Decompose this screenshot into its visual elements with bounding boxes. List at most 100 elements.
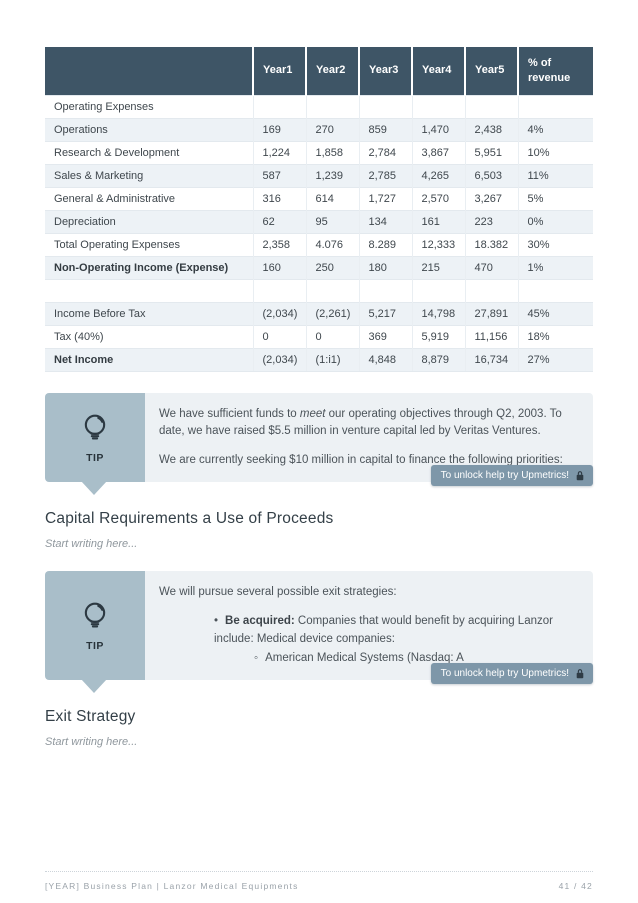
table-row: Total Operating Expenses 2,358 4.076 8.289 1… [45,232,593,256]
cell-value [464,278,518,302]
tip-box-exit: TIP We will pursue several possible exit… [45,570,593,694]
cell-value: 4,848 [358,347,412,372]
cell-value: 16,734 [464,347,518,372]
tip-panel: TIP [45,392,145,482]
cell-value: 0 [252,324,306,348]
tip-panel: TIP [45,570,145,681]
cell-value: 8.289 [358,232,412,256]
cell-value [411,278,465,302]
cell-value: 62 [252,209,306,233]
lightbulb-icon [84,414,106,440]
section-title-exit-strategy: Exit Strategy [45,708,136,726]
cell-value: 1,858 [305,140,359,164]
cell-value: 270 [305,117,359,141]
unlock-help-badge[interactable]: To unlock help try Upmetrics! [430,464,593,486]
cell-value: 95 [305,209,359,233]
unlock-help-badge[interactable]: To unlock help try Upmetrics! [430,663,593,685]
cell-value: 4% [517,117,593,141]
lightbulb-icon [84,602,106,628]
cell-value: 1,224 [252,140,306,164]
table-row: Operations 169 270 859 1,470 2,438 4% [45,117,593,141]
cell-value: 0 [305,324,359,348]
sub-bullet-item: American Medical Systems (Nasdaq: A [254,650,577,668]
tip-paragraph: We are currently seeking $10 million in … [159,454,563,467]
row-label: Total Operating Expenses [45,232,253,256]
cell-value: 2,570 [411,186,465,210]
cell-value: 250 [305,255,359,279]
cell-value: 134 [358,209,412,233]
cell-value: 5,951 [464,140,518,164]
cell-value: 5% [517,186,593,210]
cell-value: 3,867 [411,140,465,164]
tip-label: TIP [86,640,104,653]
cell-value: 223 [464,209,518,233]
cell-value: (2,261) [305,301,359,325]
cell-value: 18% [517,324,593,348]
cell-value: 10% [517,140,593,164]
section-title-capital-requirements: Capital Requirements a Use of Proceeds [45,509,334,527]
tip-body: We will pursue several possible exit str… [145,570,593,681]
footer-document-title: [YEAR] Business Plan | Lanzor Medical Eq… [45,881,299,891]
cell-value: 180 [358,255,412,279]
cell-value [464,94,518,118]
unlock-badge-label: To unlock help try Upmetrics! [440,469,569,481]
cell-value [517,94,593,118]
financial-table-body: Operating Expenses Operations 169 270 859 1,4… [45,94,593,372]
tip-tail [81,679,107,694]
cell-value: 369 [358,324,412,348]
cell-value [252,278,306,302]
table-row: Income Before Tax (2,034) (2,261) 5,217 14,7… [45,301,593,325]
footer-page-number: 41 / 42 [558,881,593,891]
cell-value: 614 [305,186,359,210]
table-row: Sales & Marketing 587 1,239 2,785 4,265 6,503… [45,163,593,187]
cell-value: 2,785 [358,163,412,187]
cell-value: 4,265 [411,163,465,187]
tip-body: We have sufficient funds to meet our ope… [145,392,593,482]
cell-value: 470 [464,255,518,279]
table-row: Non-Operating Income (Expense) 160 250 180 2… [45,255,593,279]
cell-value: 11,156 [464,324,518,348]
tip-bullet-list: Be acquired: Companies that would benefi… [159,613,577,668]
row-label: Income Before Tax [45,301,253,325]
cell-value [305,278,359,302]
page-footer: [YEAR] Business Plan | Lanzor Medical Eq… [45,871,593,891]
column-header: Year5 [464,47,518,95]
unlock-badge-label: To unlock help try Upmetrics! [440,668,569,680]
tip-box-capital: TIP We have sufficient funds to meet our… [45,392,593,495]
cell-value [252,94,306,118]
row-label: Research & Development [45,140,253,164]
cell-value: 30% [517,232,593,256]
cell-value: 14,798 [411,301,465,325]
cell-value: (1:i1) [305,347,359,372]
cell-value: 316 [252,186,306,210]
cell-value: 215 [411,255,465,279]
table-header-row: Year1 Year2 Year3 Year4 Year5% of revenue [45,47,593,95]
cell-value [517,278,593,302]
cell-value: 160 [252,255,306,279]
start-writing-placeholder[interactable]: Start writing here... [45,736,138,749]
cell-value: (2,034) [252,347,306,372]
cell-value: 169 [252,117,306,141]
cell-value: 1,239 [305,163,359,187]
cell-value: 3,267 [464,186,518,210]
cell-value: 1,470 [411,117,465,141]
tip-paragraph: We will pursue several possible exit str… [159,585,397,598]
cell-value: 1% [517,255,593,279]
cell-value: 8,879 [411,347,465,372]
start-writing-placeholder[interactable]: Start writing here... [45,537,138,550]
cell-value [358,94,412,118]
column-header [45,47,253,95]
cell-value: 587 [252,163,306,187]
table-row: Operating Expenses [45,94,593,118]
cell-value [358,278,412,302]
cell-value: 2,438 [464,117,518,141]
cell-value: 18.382 [464,232,518,256]
row-label [45,278,253,302]
cell-value [411,94,465,118]
financial-projections-table: Year1 Year2 Year3 Year4 Year5% of revenue Op… [45,47,593,372]
cell-value: 12,333 [411,232,465,256]
row-label: Operations [45,117,253,141]
tip-paragraph: We have sufficient funds to meet our ope… [159,407,562,438]
row-label: Non-Operating Income (Expense) [45,255,253,279]
cell-value: 859 [358,117,412,141]
